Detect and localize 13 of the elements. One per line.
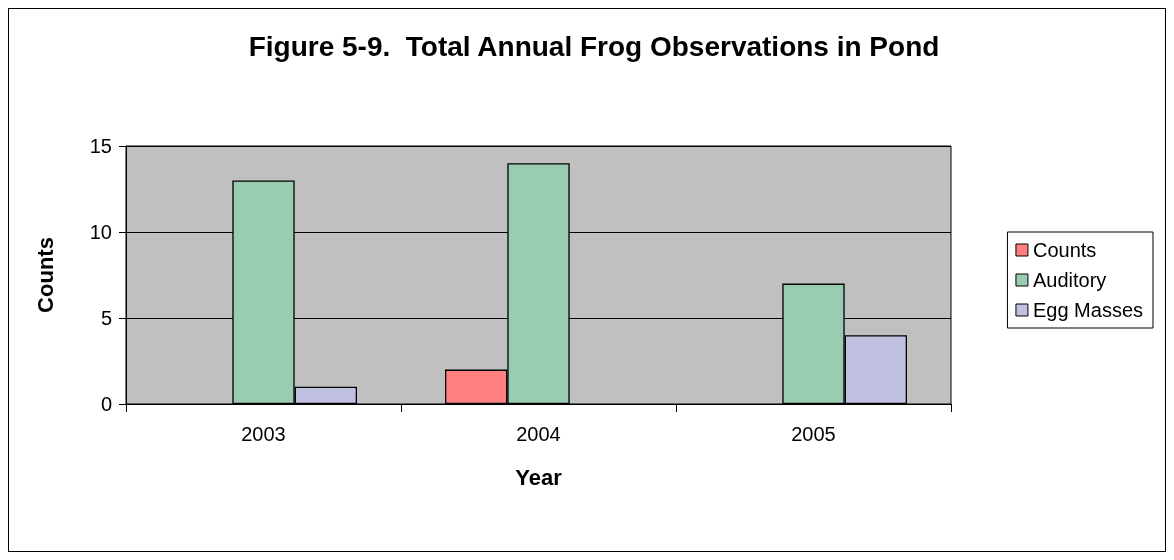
y-tick-label: 15 (89, 135, 112, 157)
y-tick-label: 0 (100, 393, 112, 415)
legend-label: Egg Masses (1032, 299, 1144, 321)
x-tick-label: 2005 (791, 423, 836, 445)
y-tick-label: 10 (89, 221, 112, 243)
legend-label: Auditory (1032, 269, 1107, 291)
x-tick-label: 2004 (516, 423, 561, 445)
legend-label: Counts (1032, 239, 1097, 261)
y-tick-label: 5 (100, 307, 112, 329)
chart-title: Figure 5-9. Total Annual Frog Observations in Pond (248, 30, 940, 62)
x-axis-title: Year (515, 464, 563, 490)
x-tick-label: 2003 (241, 423, 286, 445)
y-axis-title: Counts (32, 237, 58, 313)
